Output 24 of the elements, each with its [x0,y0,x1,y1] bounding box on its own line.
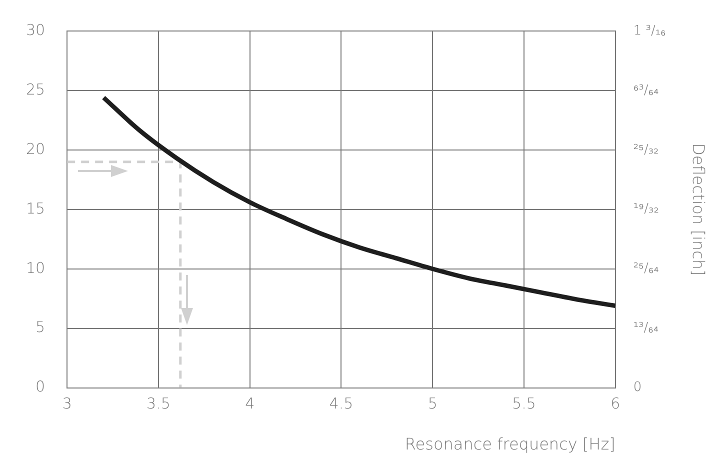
y2-axis-title: Deflection [inch] [689,143,708,276]
x-tick-label: 4 [245,394,255,413]
line-series [101,95,616,308]
y2-tick-label: 0 [633,380,642,396]
y-tick-label: 0 [36,378,46,396]
x-tick-label: 5.5 [512,394,536,413]
x-tick-label: 4.5 [329,394,354,413]
x-tick-label: 3.5 [146,394,170,413]
y2-tick-label: ²⁵/₃₂ [633,142,659,158]
y-tick-label: 25 [26,80,46,98]
y-tick-label: 5 [36,318,46,336]
x-axis-title: Resonance frequency [Hz] [404,434,616,454]
y2-tick-label: ¹⁹/₃₂ [633,202,659,217]
y2-tick-label: ¹³/₆₄ [633,320,659,336]
y2-tick-label: ⁶³/₆₄ [633,82,659,98]
y-tick-label: 20 [26,140,46,158]
x-tick-label: 5 [428,394,438,413]
x-tick-label: 3 [62,394,72,413]
y2-tick-label: ²⁵/₆₄ [633,261,659,276]
y2-tick-label: 1 ³/₁₆ [633,23,666,38]
y-tick-label: 30 [26,20,46,39]
y-tick-label: 15 [26,199,46,218]
x-tick-label: 6 [610,394,620,413]
y-tick-label: 10 [26,258,46,277]
